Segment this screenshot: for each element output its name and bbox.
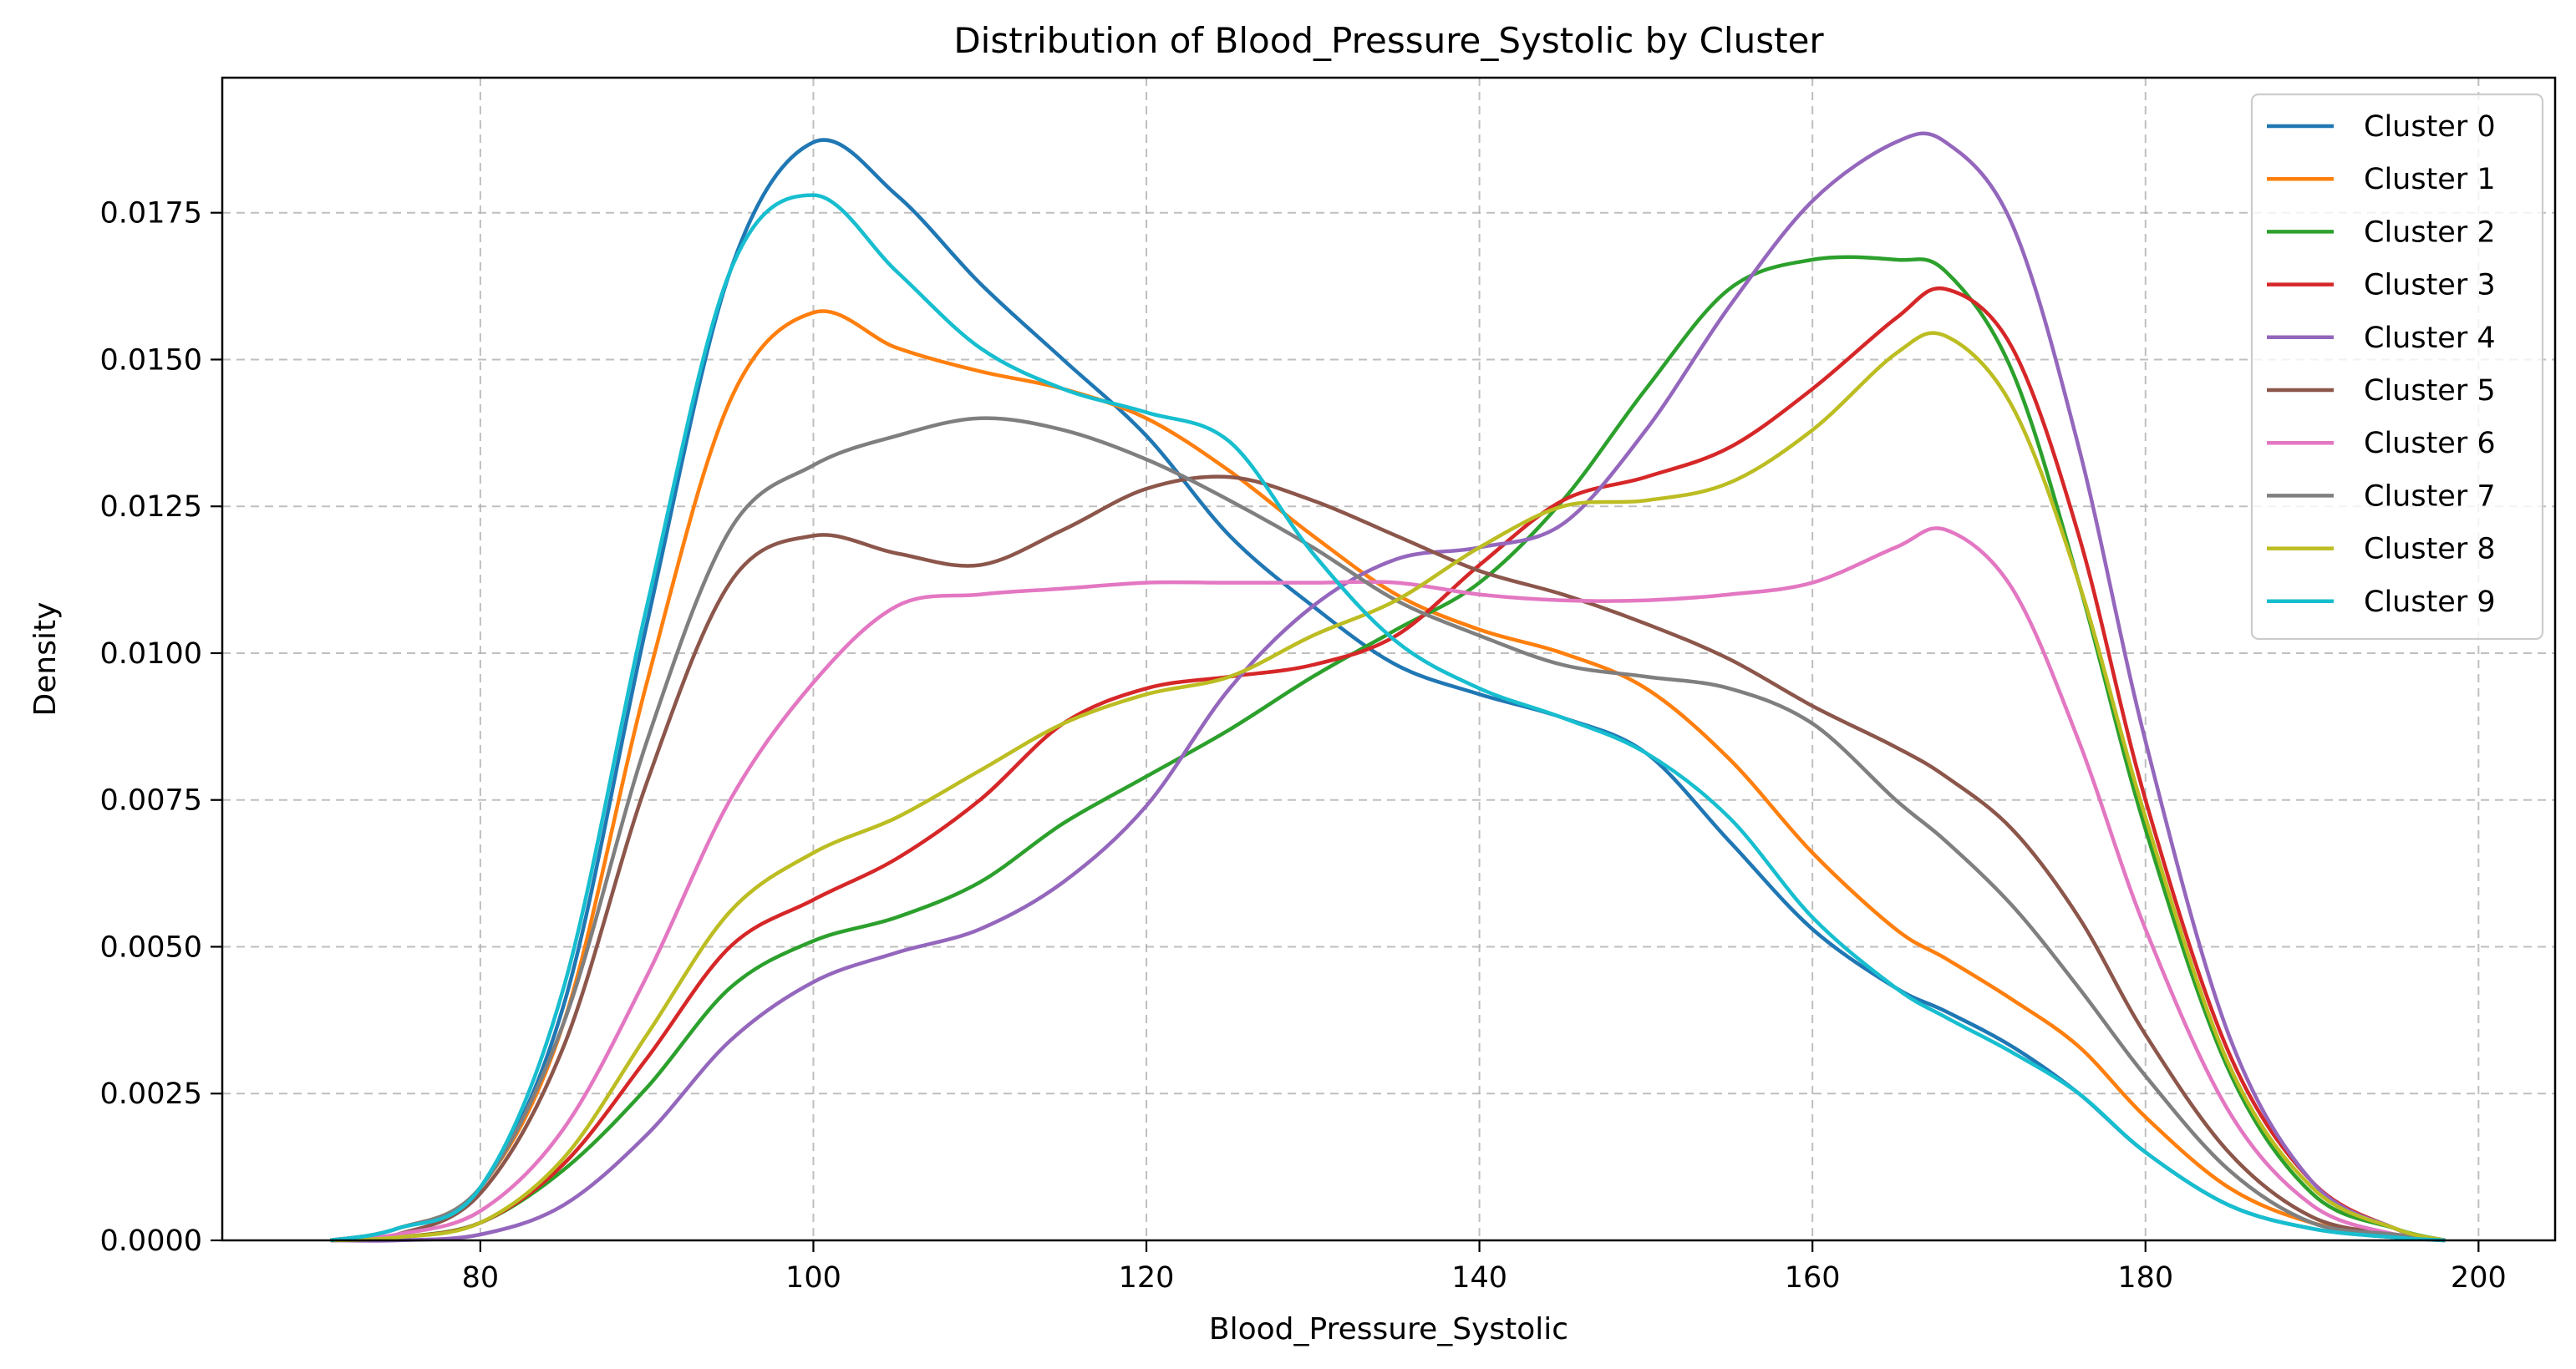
- x-tick-label: 120: [1119, 1261, 1175, 1295]
- series-line-cluster-8: [330, 331, 2446, 1243]
- series-line-cluster-2: [330, 255, 2446, 1243]
- legend: Cluster 0 Cluster 1 Cluster 2 Cluster 3 Clus…: [2250, 93, 2544, 641]
- y-tick-label: 0.0000: [100, 1224, 202, 1258]
- legend-entry: Cluster 2: [2364, 215, 2496, 249]
- x-tick-label: 200: [2451, 1261, 2507, 1295]
- series-line-cluster-6: [330, 526, 2446, 1243]
- plot-frame: [221, 76, 2557, 1242]
- chart-title: Distribution of Blood_Pressure_Systolic …: [953, 20, 1824, 61]
- legend-entry: Cluster 3: [2364, 269, 2496, 302]
- x-tick-label: 140: [1451, 1261, 1507, 1295]
- series-line-cluster-3: [330, 286, 2446, 1243]
- x-tick-label: 80: [462, 1261, 500, 1295]
- x-tick-label: 160: [1785, 1261, 1841, 1295]
- y-tick-label: 0.0100: [100, 637, 202, 671]
- y-axis-label: Density: [28, 602, 63, 717]
- y-tick-label: 0.0050: [100, 930, 202, 964]
- series-line-cluster-9: [330, 193, 2446, 1243]
- legend-entry: Cluster 9: [2364, 586, 2496, 619]
- series-line-cluster-1: [330, 309, 2446, 1243]
- x-axis: 80 100 120 140 160 180 200: [462, 1240, 2507, 1295]
- series-line-cluster-7: [330, 416, 2446, 1243]
- series-line-cluster-4: [330, 131, 2446, 1243]
- x-tick-label: 100: [785, 1261, 841, 1295]
- y-tick-label: 0.0175: [100, 197, 202, 231]
- legend-entry: Cluster 5: [2364, 374, 2496, 408]
- y-tick-label: 0.0125: [100, 490, 202, 524]
- y-tick-label: 0.0025: [100, 1077, 202, 1111]
- legend-entry: Cluster 4: [2364, 322, 2496, 355]
- series-lines: [330, 131, 2446, 1243]
- y-tick-label: 0.0075: [100, 784, 202, 818]
- legend-entry: Cluster 8: [2364, 533, 2496, 566]
- legend-entry: Cluster 0: [2364, 110, 2496, 144]
- legend-entry: Cluster 6: [2364, 427, 2496, 460]
- legend-entry: Cluster 7: [2364, 479, 2496, 513]
- x-axis-label: Blood_Pressure_Systolic: [1209, 1312, 1568, 1346]
- series-line-cluster-5: [330, 474, 2446, 1243]
- legend-entry: Cluster 1: [2364, 163, 2496, 196]
- y-tick-label: 0.0150: [100, 343, 202, 377]
- x-tick-label: 180: [2117, 1261, 2173, 1295]
- y-axis: 0.0000 0.0025 0.0050 0.0075 0.0100 0.0125 0.01…: [100, 197, 222, 1258]
